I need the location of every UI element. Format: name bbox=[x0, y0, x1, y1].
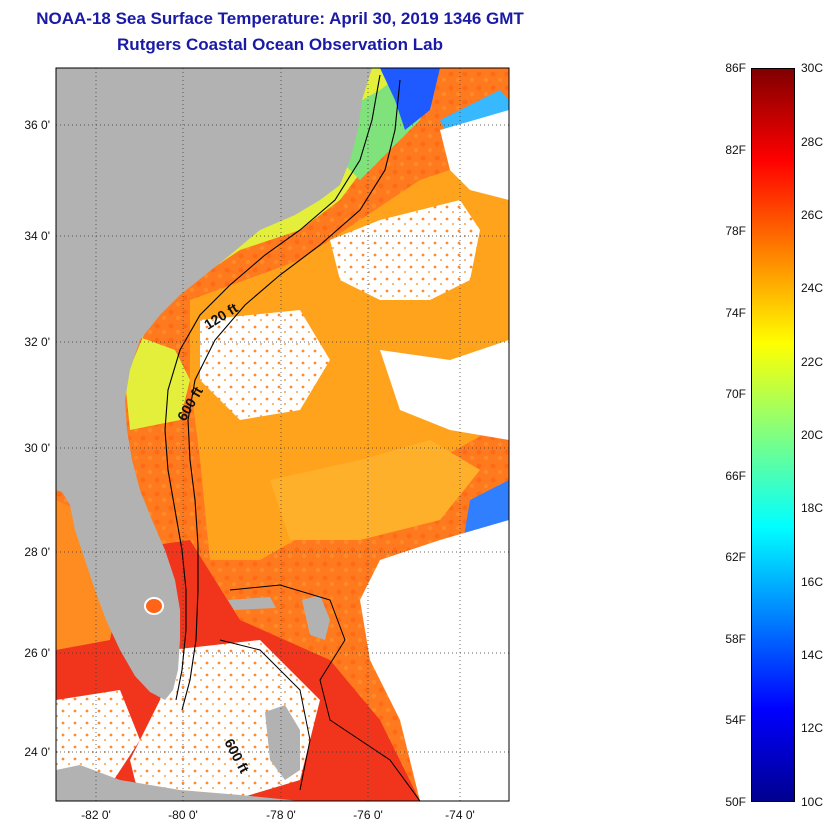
colorbar-f-label: 70F bbox=[725, 387, 746, 401]
coastal-blue bbox=[380, 68, 440, 130]
cloud-central bbox=[200, 310, 330, 420]
lon-label: -74 0' bbox=[445, 808, 475, 822]
colorbar-f-label: 50F bbox=[725, 795, 746, 809]
cloud-east bbox=[380, 340, 509, 440]
colorbar-c-label: 24C bbox=[801, 281, 824, 295]
colorbar-c-label: 22C bbox=[801, 355, 824, 369]
cloud-north bbox=[330, 200, 480, 300]
land-bahamas-andros bbox=[265, 705, 300, 780]
colorbar-f-label: 86F bbox=[725, 61, 746, 75]
colorbar-f-label: 74F bbox=[725, 306, 746, 320]
lon-label: -82 0' bbox=[81, 808, 111, 822]
colorbar-c-label: 18C bbox=[801, 501, 824, 515]
land-bahamas-gbi bbox=[228, 597, 276, 610]
colorbar-c-label: 30C bbox=[801, 61, 824, 75]
contour-120ft bbox=[164, 74, 381, 701]
colorbar-f-label: 78F bbox=[725, 224, 746, 238]
lat-label: 26 0' bbox=[24, 646, 50, 660]
colorbar-f-label: 62F bbox=[725, 550, 746, 564]
contour-bahamas bbox=[219, 584, 421, 801]
ocean-light bbox=[270, 440, 480, 540]
colorbar-c-label: 20C bbox=[801, 428, 824, 442]
lake-okeechobee bbox=[144, 597, 164, 615]
map-subtitle: Rutgers Coastal Ocean Observation Lab bbox=[117, 35, 443, 54]
cloud-southeast bbox=[360, 520, 509, 801]
colorbar-f-label: 82F bbox=[725, 143, 746, 157]
colorbar-c-label: 26C bbox=[801, 208, 824, 222]
lat-label: 24 0' bbox=[24, 745, 50, 759]
land-mainland bbox=[56, 68, 372, 700]
colorbar-c-label: 12C bbox=[801, 721, 824, 735]
colorbar-c-label: 28C bbox=[801, 135, 824, 149]
temperature-colorbar bbox=[751, 68, 795, 802]
cloud-ne bbox=[440, 110, 509, 200]
colorbar-c-label: 10C bbox=[801, 795, 824, 809]
colorbar-f-label: 54F bbox=[725, 713, 746, 727]
lat-label: 36 0' bbox=[24, 118, 50, 132]
lon-label: -76 0' bbox=[353, 808, 383, 822]
colorbar-f-label: 58F bbox=[725, 632, 746, 646]
colorbar-f-label: 66F bbox=[725, 469, 746, 483]
land-cuba bbox=[56, 765, 300, 801]
lat-label: 30 0' bbox=[24, 441, 50, 455]
land-bahamas-abaco bbox=[302, 595, 330, 640]
lon-label: -78 0' bbox=[266, 808, 296, 822]
lat-label: 28 0' bbox=[24, 545, 50, 559]
colorbar-c-label: 14C bbox=[801, 648, 824, 662]
map-frame bbox=[55, 67, 510, 802]
colorbar-c-label: 16C bbox=[801, 575, 824, 589]
lon-label: -80 0' bbox=[168, 808, 198, 822]
lat-label: 32 0' bbox=[24, 335, 50, 349]
lat-label: 34 0' bbox=[24, 229, 50, 243]
map-title: NOAA-18 Sea Surface Temperature: April 3… bbox=[36, 9, 524, 28]
